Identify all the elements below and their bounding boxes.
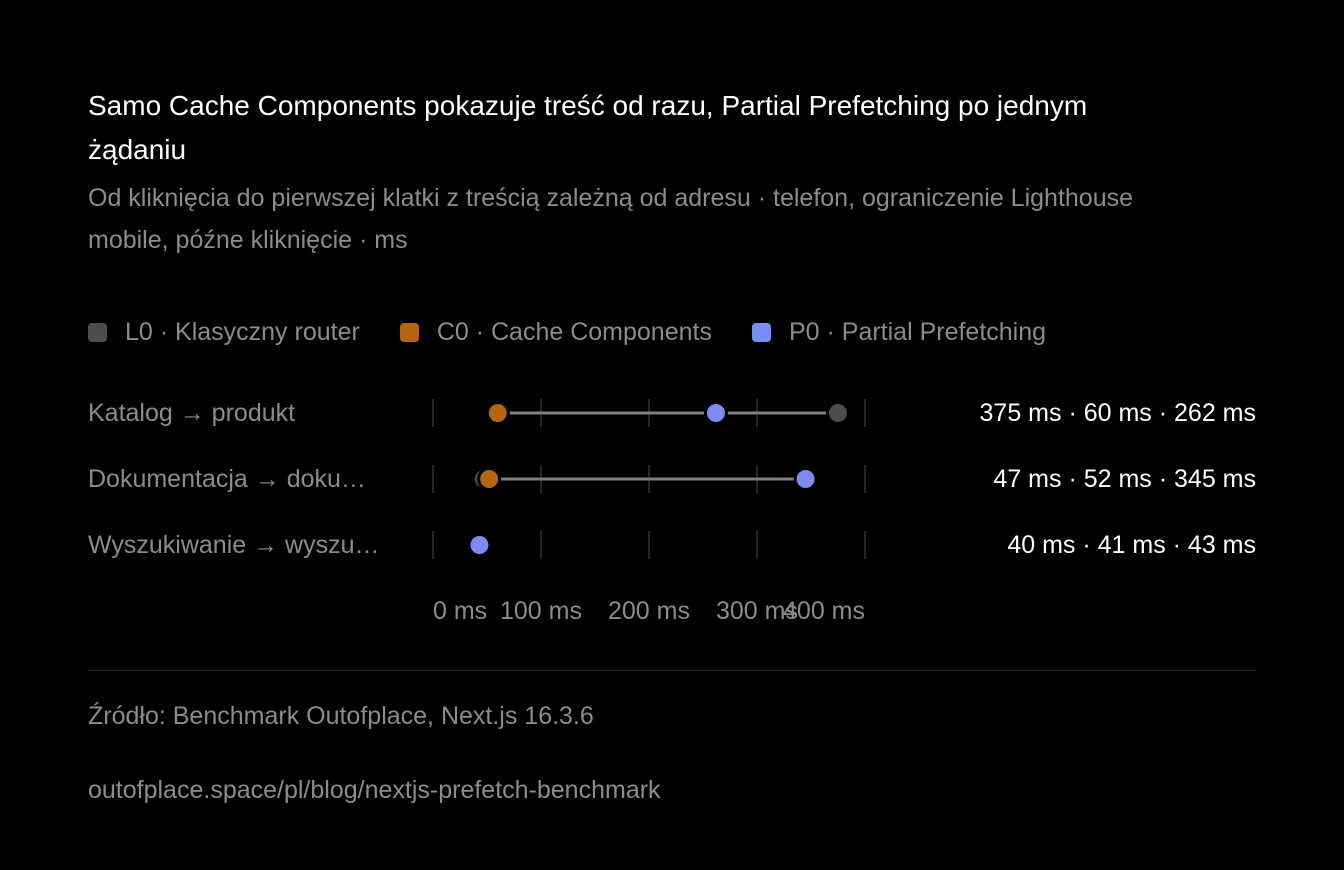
dot-l0-0 [826,401,850,425]
chart-title: Samo Cache Components pokazuje treść od … [88,90,1088,165]
dot-p0-1 [793,467,818,491]
dot-p0-2 [467,533,492,557]
row-values-wyszukiwanie: 40 ms · 41 ms · 43 ms [1007,531,1256,559]
dot-p0-0 [703,401,728,425]
legend: L0 · Klasyczny router C0 · Cache Compone… [88,312,1086,352]
chart-subtitle: Od kliknięcia do pierwszej klatki z treś… [88,184,1134,254]
divider [88,670,1256,671]
legend-item-l0: L0 · Klasyczny router [88,318,360,347]
legend-swatch-l0 [88,322,107,342]
x-tick-label-1: 100 ms [500,597,582,625]
legend-swatch-p0 [751,322,771,342]
legend-label-c0: C0 · Cache Components [436,317,712,346]
x-tick-label-2: 200 ms [608,597,690,625]
legend-item-p0: P0 · Partial Prefetching [751,317,1047,347]
legend-label-l0: L0 · Klasyczny router [125,317,360,346]
source-url: outofplace.space/pl/blog/nextjs-prefetch… [88,776,661,804]
dot-c0-1 [477,467,502,491]
x-tick-label-4: 400 ms [783,597,865,625]
x-tick-label-0: 0 ms [433,597,487,625]
legend-label-p0: P0 · Partial Prefetching [788,317,1047,346]
row-values-dokumentacja: 47 ms · 52 ms · 345 ms [993,465,1256,493]
x-tick-label-3: 300 ms [716,597,798,625]
dot-c0-0 [485,401,510,425]
row-values-katalog: 375 ms · 60 ms · 262 ms [979,399,1256,427]
legend-item-c0: C0 · Cache Components [399,317,712,347]
source-note: Źródło: Benchmark Outofplace, Next.js 16… [88,702,594,730]
legend-swatch-c0 [399,322,419,342]
